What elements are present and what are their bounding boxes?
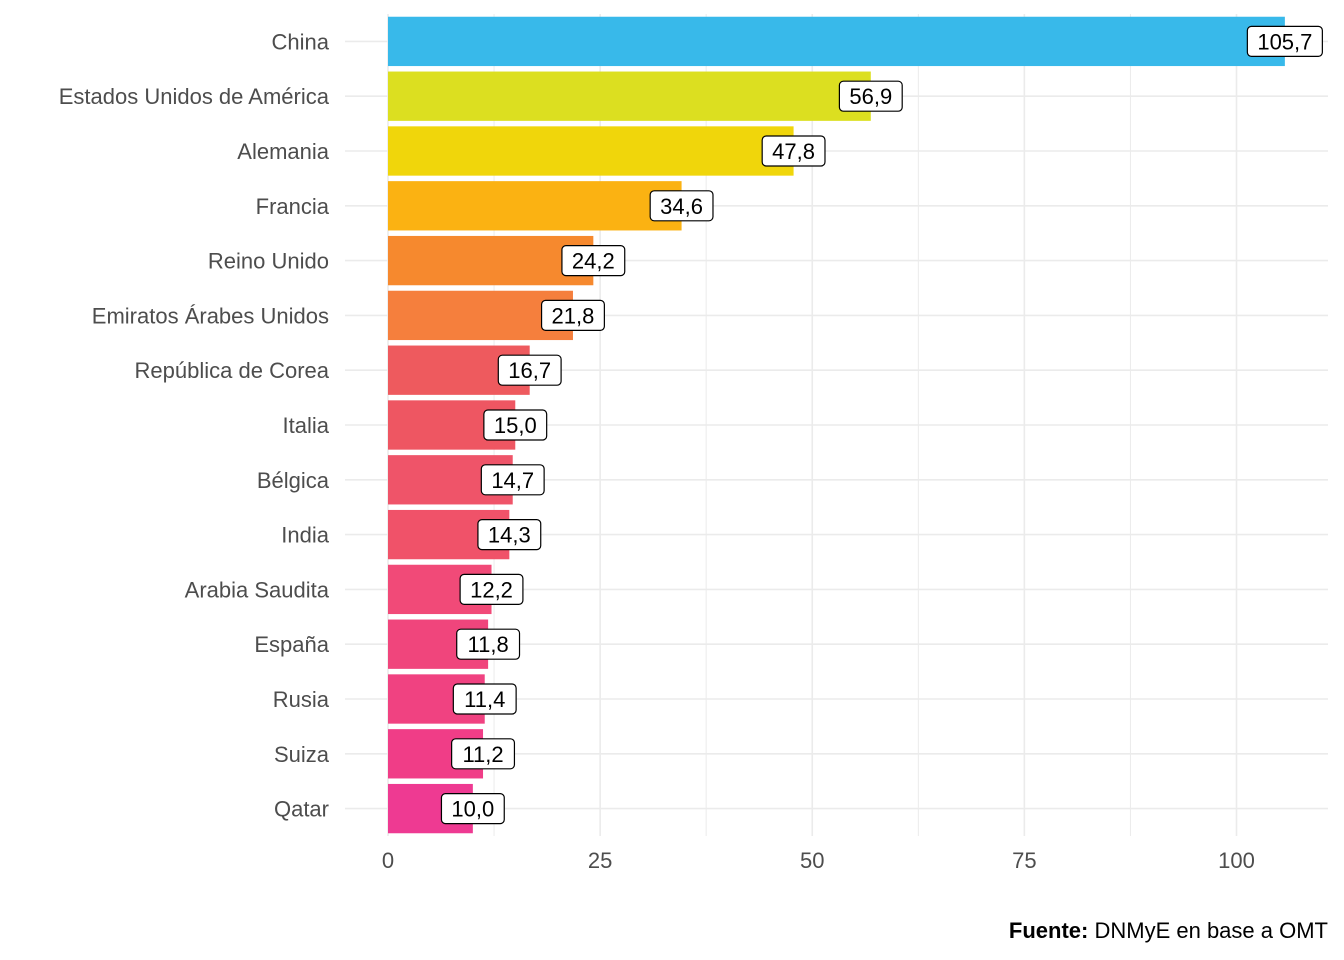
source-caption: Fuente: DNMyE en base a OMT bbox=[1009, 918, 1328, 944]
category-label: República de Corea bbox=[135, 358, 330, 383]
category-label: Francia bbox=[256, 194, 330, 219]
category-label: Bélgica bbox=[257, 468, 330, 493]
data-label: 47,8 bbox=[772, 139, 815, 164]
data-label-box bbox=[452, 683, 517, 715]
category-label: Rusia bbox=[273, 687, 330, 712]
category-label: Alemania bbox=[237, 139, 329, 164]
category-label: Arabia Saudita bbox=[185, 577, 330, 602]
data-label: 10,0 bbox=[451, 797, 494, 822]
data-label-box bbox=[480, 464, 545, 496]
data-label-box bbox=[440, 792, 505, 825]
data-label-box bbox=[1246, 25, 1323, 57]
data-label: 11,4 bbox=[464, 687, 505, 712]
category-label: Emiratos Árabes Unidos bbox=[92, 303, 329, 328]
data-label-box bbox=[649, 190, 714, 222]
category-label: India bbox=[281, 523, 329, 548]
data-label-box bbox=[451, 738, 516, 770]
x-tick-label: 25 bbox=[588, 848, 612, 873]
category-label: Qatar bbox=[274, 797, 329, 822]
data-label: 11,2 bbox=[462, 742, 503, 767]
category-label: Estados Unidos de América bbox=[59, 84, 330, 109]
data-label: 24,2 bbox=[572, 249, 615, 274]
category-label: China bbox=[272, 29, 330, 54]
data-label-box bbox=[761, 135, 826, 167]
x-tick-label: 75 bbox=[1012, 848, 1036, 873]
data-label-box bbox=[838, 80, 903, 112]
data-label: 16,7 bbox=[508, 358, 551, 383]
category-label: Italia bbox=[283, 413, 330, 438]
bar bbox=[388, 181, 682, 231]
data-label: 11,8 bbox=[468, 632, 509, 657]
data-label-box bbox=[483, 409, 548, 441]
data-label-box bbox=[497, 354, 562, 386]
data-label-box bbox=[456, 628, 521, 660]
data-label: 34,6 bbox=[660, 194, 703, 219]
data-label: 15,0 bbox=[494, 413, 537, 438]
caption-source-text: DNMyE en base a OMT bbox=[1088, 918, 1328, 943]
category-label: Suiza bbox=[274, 742, 330, 767]
data-label: 105,7 bbox=[1257, 29, 1312, 54]
data-label: 14,3 bbox=[488, 523, 531, 548]
bar bbox=[388, 235, 594, 286]
data-label-box bbox=[477, 518, 542, 551]
data-label: 21,8 bbox=[552, 303, 595, 328]
category-label: España bbox=[254, 632, 329, 657]
category-label: Reino Unido bbox=[208, 249, 329, 274]
bar bbox=[388, 126, 794, 176]
data-label-box bbox=[561, 245, 626, 277]
x-tick-label: 100 bbox=[1218, 848, 1255, 873]
x-tick-label: 0 bbox=[382, 848, 394, 873]
data-label: 14,7 bbox=[491, 468, 534, 493]
data-label: 12,2 bbox=[470, 577, 513, 602]
data-label-box bbox=[459, 573, 524, 606]
caption-source-label: Fuente: bbox=[1008, 918, 1089, 943]
x-tick-label: 50 bbox=[800, 848, 824, 873]
data-label-box bbox=[540, 299, 605, 331]
bar bbox=[388, 16, 1285, 67]
data-label: 56,9 bbox=[849, 84, 892, 109]
bar bbox=[388, 71, 871, 121]
